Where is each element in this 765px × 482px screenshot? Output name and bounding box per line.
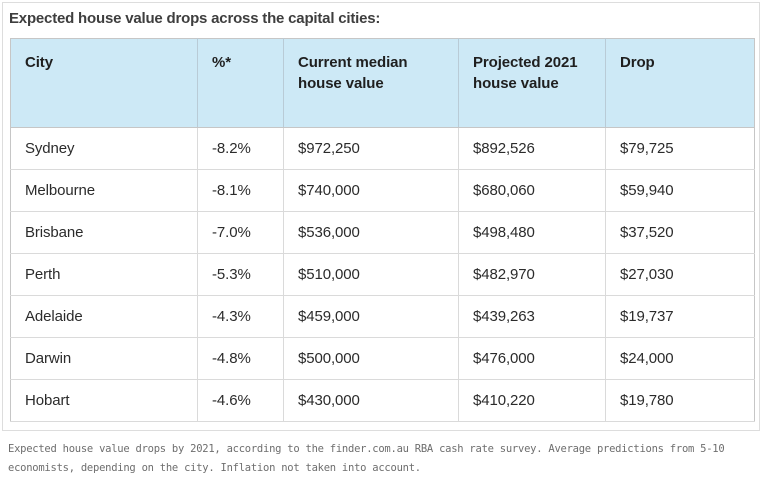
cell-city: Brisbane: [10, 211, 198, 254]
cell-percent: -4.8%: [197, 337, 284, 380]
table-source-caption: Expected house value drops by 2021, acco…: [8, 443, 725, 474]
cell-percent: -7.0%: [197, 211, 284, 254]
house-value-table: City %* Current median house value Proje…: [10, 38, 755, 422]
cell-city: Sydney: [10, 127, 198, 170]
cell-city: Melbourne: [10, 169, 198, 212]
cell-current-value: $500,000: [283, 337, 459, 380]
table-row-adelaide: Adelaide -4.3% $459,000 $439,263 $19,737: [10, 295, 755, 338]
table-header-row: City %* Current median house value Proje…: [10, 38, 755, 128]
cell-drop: $19,737: [605, 295, 755, 338]
header-cell-drop: Drop: [605, 38, 755, 128]
table-row-brisbane: Brisbane -7.0% $536,000 $498,480 $37,520: [10, 211, 755, 254]
cell-city: Adelaide: [10, 295, 198, 338]
cell-drop: $79,725: [605, 127, 755, 170]
cell-percent: -5.3%: [197, 253, 284, 296]
header-cell-projected-value: Projected 2021 house value: [458, 38, 606, 128]
cell-projected-value: $439,263: [458, 295, 606, 338]
cell-current-value: $740,000: [283, 169, 459, 212]
cell-projected-value: $892,526: [458, 127, 606, 170]
header-cell-city: City: [10, 38, 198, 128]
cell-projected-value: $498,480: [458, 211, 606, 254]
cell-city: Perth: [10, 253, 198, 296]
cell-current-value: $510,000: [283, 253, 459, 296]
cell-current-value: $536,000: [283, 211, 459, 254]
table-row-perth: Perth -5.3% $510,000 $482,970 $27,030: [10, 253, 755, 296]
table-row-hobart: Hobart -4.6% $430,000 $410,220 $19,780: [10, 379, 755, 422]
cell-drop: $27,030: [605, 253, 755, 296]
cell-projected-value: $476,000: [458, 337, 606, 380]
cell-current-value: $459,000: [283, 295, 459, 338]
table-container: Expected house value drops across the ca…: [2, 2, 760, 431]
cell-percent: -4.6%: [197, 379, 284, 422]
cell-current-value: $972,250: [283, 127, 459, 170]
cell-percent: -4.3%: [197, 295, 284, 338]
cell-city: Hobart: [10, 379, 198, 422]
cell-current-value: $430,000: [283, 379, 459, 422]
page-title: Expected house value drops across the ca…: [9, 10, 381, 27]
cell-drop: $59,940: [605, 169, 755, 212]
cell-projected-value: $410,220: [458, 379, 606, 422]
table-row-darwin: Darwin -4.8% $500,000 $476,000 $24,000: [10, 337, 755, 380]
cell-percent: -8.1%: [197, 169, 284, 212]
table-row-melbourne: Melbourne -8.1% $740,000 $680,060 $59,94…: [10, 169, 755, 212]
cell-drop: $24,000: [605, 337, 755, 380]
table-row-sydney: Sydney -8.2% $972,250 $892,526 $79,725: [10, 127, 755, 170]
header-cell-percent: %*: [197, 38, 284, 128]
cell-percent: -8.2%: [197, 127, 284, 170]
header-cell-current-value: Current median house value: [283, 38, 459, 128]
cell-city: Darwin: [10, 337, 198, 380]
cell-projected-value: $482,970: [458, 253, 606, 296]
cell-drop: $19,780: [605, 379, 755, 422]
cell-drop: $37,520: [605, 211, 755, 254]
cell-projected-value: $680,060: [458, 169, 606, 212]
